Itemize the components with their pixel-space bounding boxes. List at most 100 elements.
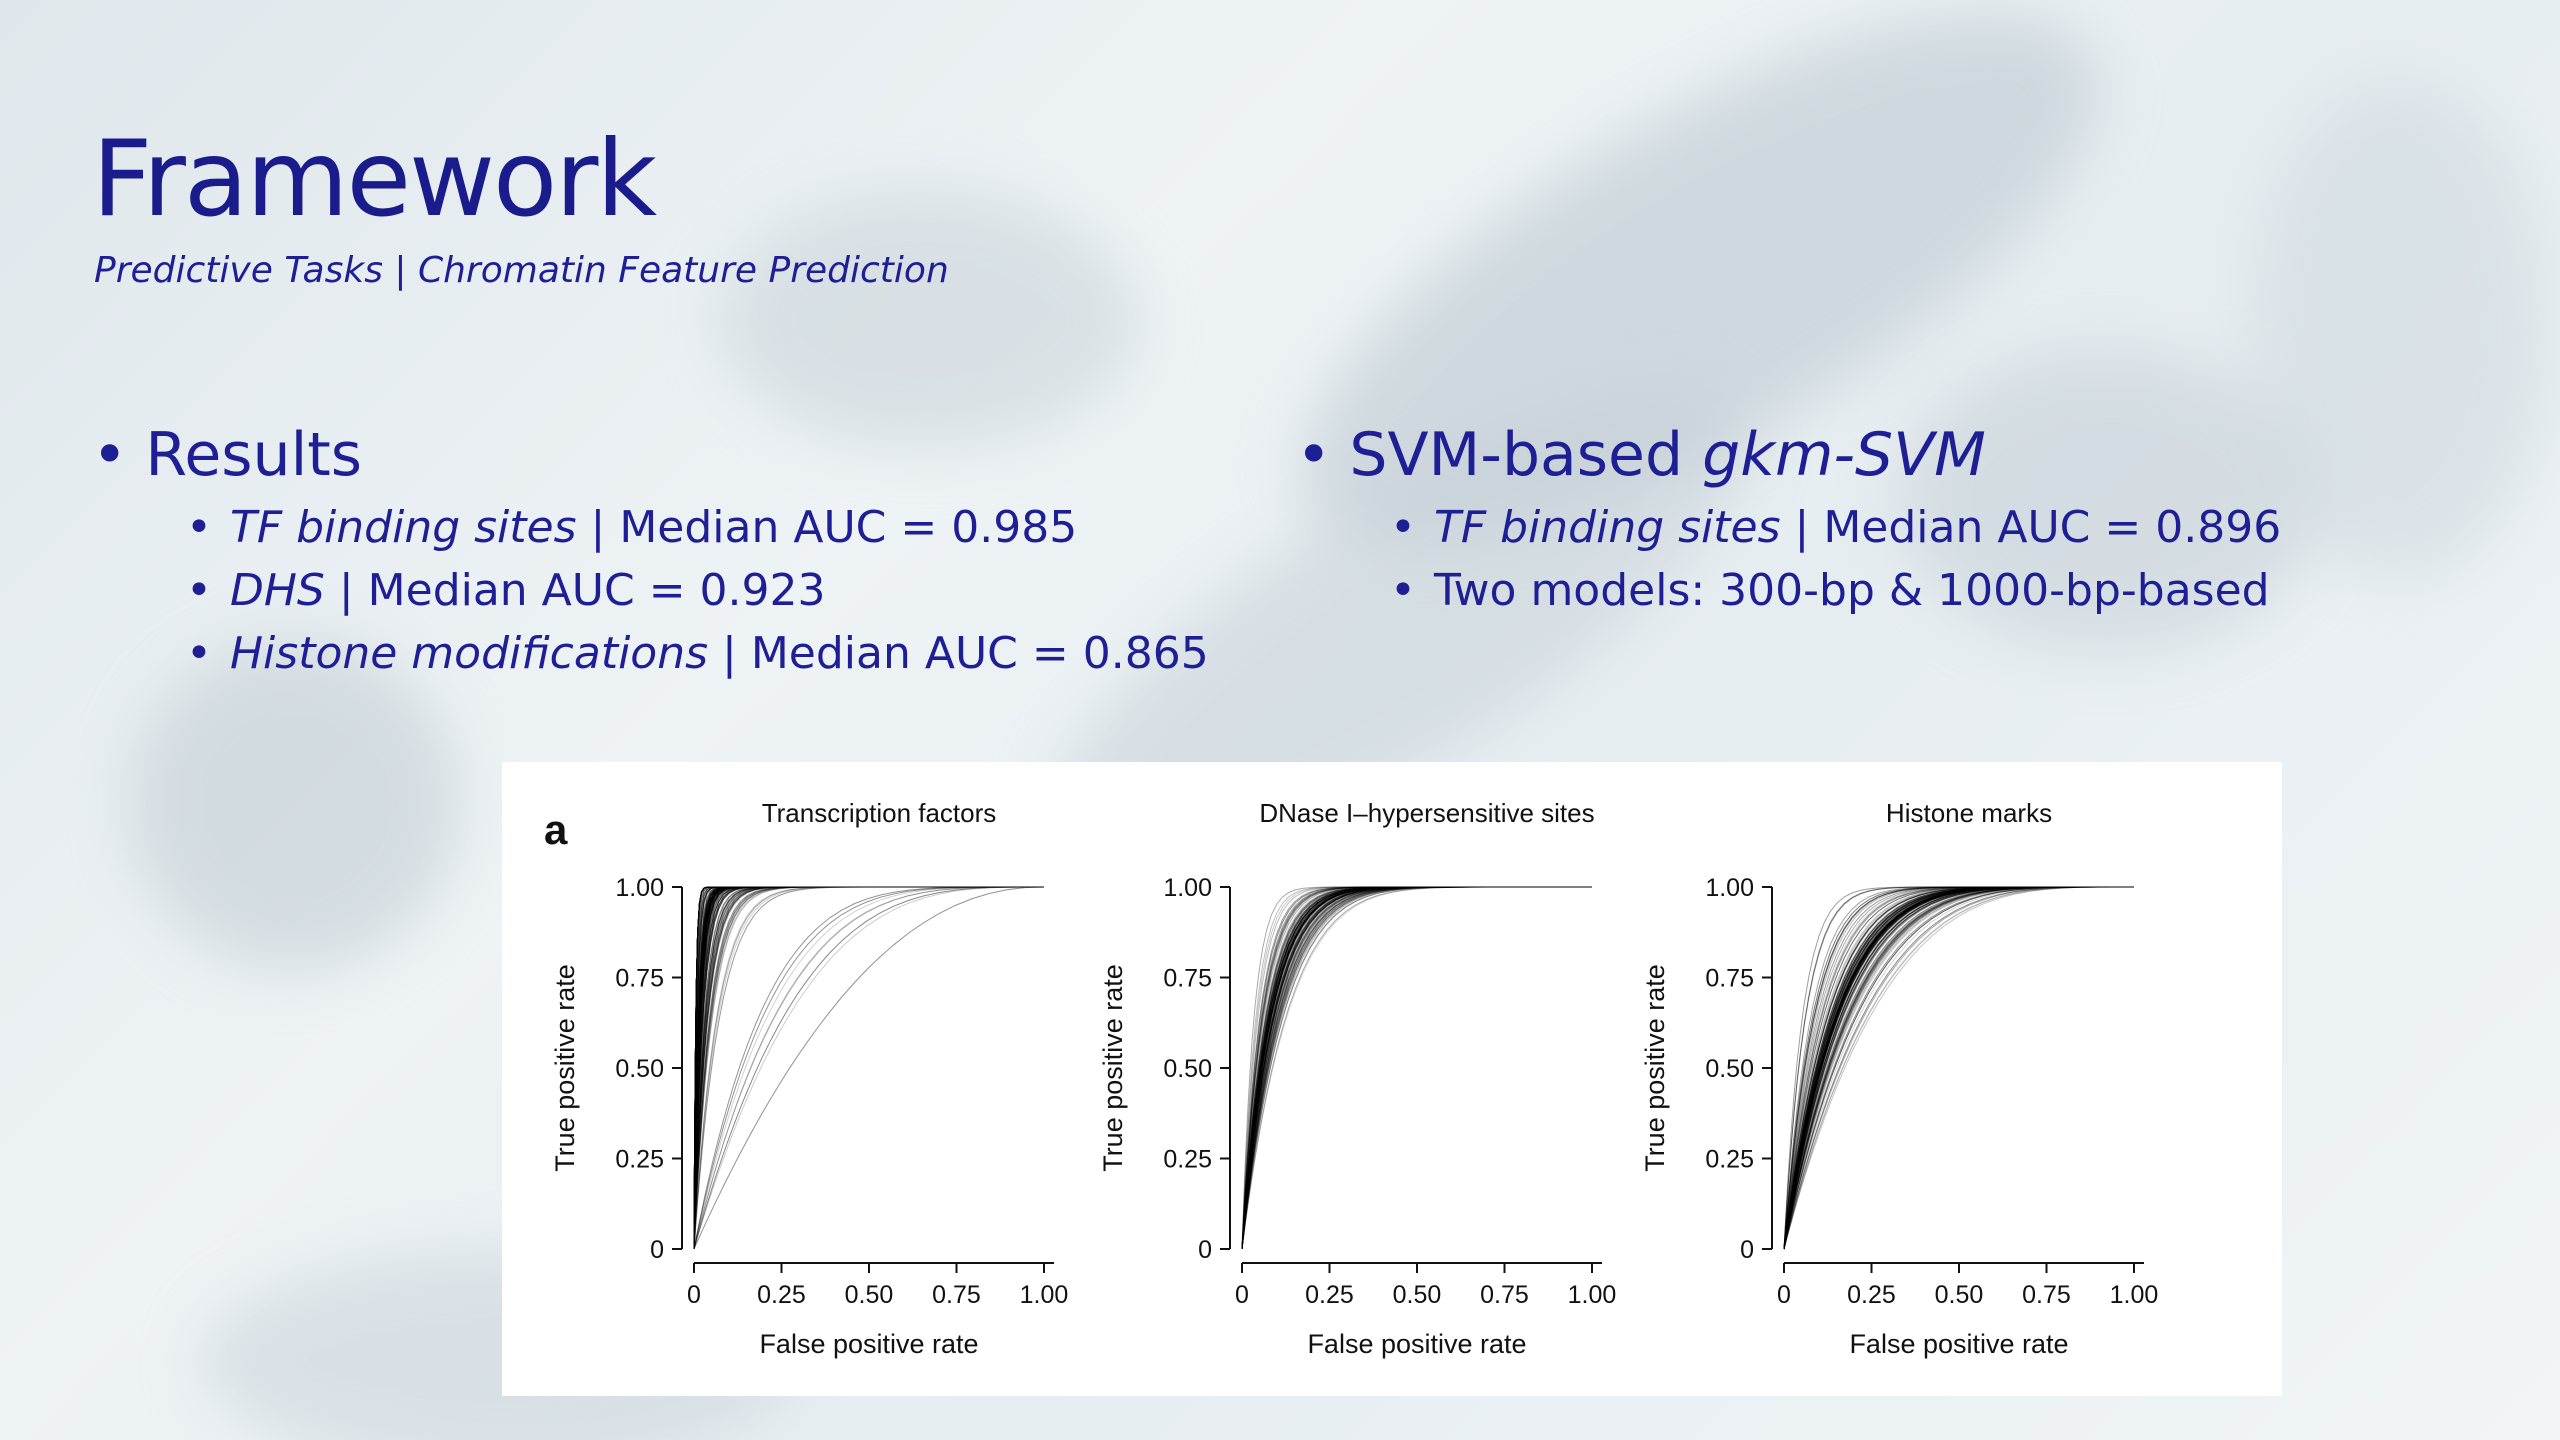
roc-panel-2: DNase I–hypersensitive sites 0 0.25 0.50 0.7… <box>1098 798 1616 1359</box>
roc-curve <box>693 886 1044 1250</box>
roc-curve <box>1783 886 2134 1250</box>
roc-curve <box>1783 886 2134 1250</box>
roc-curve <box>693 886 1044 1250</box>
roc-curve <box>1783 886 2134 1250</box>
roc-curve <box>693 886 1044 1250</box>
roc-curve <box>693 886 1044 1250</box>
roc-curve <box>1241 886 1592 1250</box>
roc-curve <box>693 886 1044 1250</box>
roc-curve <box>693 886 1044 1250</box>
roc-panel-3: Histone marks 0 0.25 0.50 0.75 1.00 0 0.25 0.50 0… <box>1640 798 2158 1359</box>
roc-curve <box>1783 886 2134 1250</box>
roc-curve <box>693 886 1044 1250</box>
chart-title: Histone marks <box>1886 798 2052 828</box>
roc-curve <box>1241 886 1592 1250</box>
roc-curve <box>1241 886 1592 1250</box>
slide-subtitle: Predictive Tasks | Chromatin Feature Pre… <box>94 250 949 291</box>
roc-curve <box>1783 886 2134 1250</box>
roc-curve <box>693 886 1044 1250</box>
roc-curve <box>693 886 1044 1250</box>
roc-curve <box>1783 886 2134 1250</box>
roc-curve <box>1783 886 2134 1250</box>
y-tick-label: 1.00 <box>615 874 664 902</box>
roc-curve <box>1783 886 2134 1250</box>
bullet: • <box>1390 502 1416 553</box>
roc-curve <box>693 886 1044 1250</box>
roc-curve <box>1241 886 1592 1250</box>
roc-curve <box>693 886 1044 1250</box>
roc-curve <box>1783 886 2134 1250</box>
roc-curve <box>693 886 1044 1250</box>
roc-curve <box>1241 886 1592 1250</box>
roc-curve <box>1783 886 2134 1250</box>
roc-curve <box>1241 886 1592 1250</box>
roc-curve <box>1241 886 1592 1250</box>
roc-curve <box>693 886 1044 1250</box>
chart-title: Transcription factors <box>762 798 997 828</box>
x-tick-label: 0.50 <box>1393 1281 1442 1309</box>
roc-curve <box>1783 886 2134 1250</box>
roc-curve <box>1241 886 1592 1250</box>
roc-curve <box>693 886 1044 1250</box>
result-item-value: | Median AUC = 0.985 <box>576 502 1078 553</box>
roc-curve <box>1241 886 1592 1250</box>
roc-curve <box>1783 886 2134 1250</box>
roc-curve <box>1241 886 1592 1250</box>
roc-curve <box>1241 886 1592 1250</box>
roc-curve <box>1783 886 2134 1250</box>
roc-curve <box>1783 886 2134 1250</box>
roc-curve <box>1783 886 2134 1250</box>
roc-curve <box>1783 886 2134 1250</box>
roc-curve <box>693 886 1044 1250</box>
roc-curve <box>1241 886 1592 1250</box>
roc-curve <box>693 886 1044 1250</box>
roc-curve <box>693 886 1044 1250</box>
roc-curve <box>693 886 1044 1250</box>
roc-curve <box>1783 886 2134 1250</box>
roc-curve <box>693 886 1044 1250</box>
roc-curve <box>1783 886 2134 1250</box>
roc-curve <box>1241 886 1592 1250</box>
roc-curve <box>1783 886 2134 1250</box>
roc-curve <box>1241 886 1592 1250</box>
roc-curve <box>1241 886 1592 1250</box>
roc-curve <box>1783 886 2134 1250</box>
roc-curve <box>693 886 1044 1250</box>
roc-curve <box>1783 886 2134 1250</box>
roc-curve <box>693 886 1044 1250</box>
roc-curve <box>1241 886 1592 1250</box>
result-item-label: TF binding sites <box>229 502 577 553</box>
roc-curve <box>1241 886 1592 1250</box>
background-blob <box>2250 80 2550 580</box>
roc-curve <box>1241 886 1592 1250</box>
roc-curve <box>693 886 1044 1250</box>
roc-curve <box>693 886 1044 1250</box>
roc-curve <box>693 886 1044 1250</box>
roc-curve <box>693 886 1044 1250</box>
roc-curve <box>693 886 1044 1250</box>
results-heading: • Results <box>92 420 1209 490</box>
roc-curve <box>1783 886 2134 1250</box>
roc-curve <box>693 886 1044 1250</box>
roc-curve <box>1241 886 1592 1250</box>
roc-curve <box>1783 886 2134 1250</box>
roc-curve <box>1241 886 1592 1250</box>
roc-curve <box>693 886 1044 1250</box>
roc-curve <box>693 886 1044 1250</box>
roc-curve <box>693 886 1044 1250</box>
roc-curve <box>1241 886 1592 1250</box>
roc-curve <box>1783 886 2134 1250</box>
roc-curve <box>1783 886 2134 1250</box>
roc-curve <box>693 886 1044 1250</box>
roc-curve <box>1241 886 1592 1250</box>
roc-curve <box>1241 886 1592 1250</box>
roc-curve <box>1241 886 1592 1250</box>
roc-curve <box>693 886 1044 1250</box>
roc-curve <box>1241 886 1592 1250</box>
roc-curve <box>1783 886 2134 1250</box>
roc-curve <box>1783 886 2134 1250</box>
roc-curve <box>693 886 1044 1250</box>
roc-curve <box>1241 886 1592 1250</box>
roc-curve <box>693 886 1044 1250</box>
